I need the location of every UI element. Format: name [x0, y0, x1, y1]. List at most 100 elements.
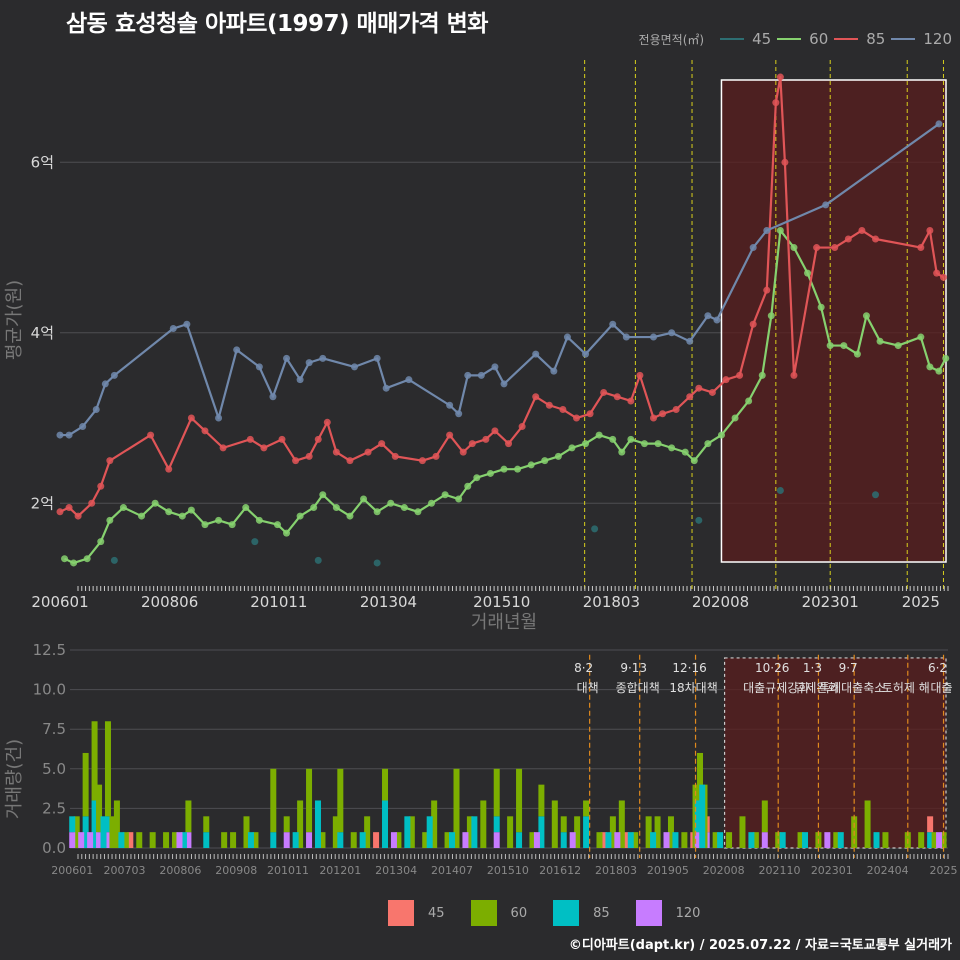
data-point-85 — [74, 512, 82, 520]
volume-bar-120 — [176, 832, 183, 848]
data-point-60 — [228, 521, 236, 529]
data-point-60 — [541, 457, 549, 465]
data-point-60 — [346, 512, 354, 520]
footer-credit: ©디아파트(dapt.kr) / 2025.07.22 / 자료=국토교통부 실… — [568, 938, 952, 953]
volume-bar-85 — [717, 832, 724, 848]
volume-legend-item-120: 120 — [635, 900, 700, 926]
volume-bar-60 — [431, 800, 438, 848]
policy-date-label: 1·3 — [803, 661, 822, 675]
volume-bar-60 — [574, 816, 581, 848]
data-point-85 — [636, 371, 644, 379]
data-point-85 — [106, 457, 114, 465]
data-point-85 — [391, 452, 399, 460]
data-point-60 — [917, 333, 925, 341]
data-point-85 — [482, 435, 490, 443]
volume-bar-120 — [185, 832, 192, 848]
data-point-85 — [600, 388, 608, 396]
volume-bar-60 — [73, 816, 80, 848]
volume-bar-60 — [306, 768, 313, 833]
y-axis-title: 평균가(원) — [4, 280, 25, 360]
data-point-85 — [872, 235, 880, 243]
legend-item-120: 120 — [891, 30, 952, 48]
data-point-85 — [933, 269, 941, 277]
data-point-60 — [500, 465, 508, 473]
data-point-85 — [559, 406, 567, 414]
data-point-85 — [545, 401, 553, 409]
volume-bar-60 — [185, 800, 192, 833]
volume-bar-60 — [583, 800, 590, 817]
data-point-85 — [518, 423, 526, 431]
data-point-60 — [310, 504, 318, 512]
policy-text-label: 대출규제강화 — [743, 681, 809, 695]
data-point-85 — [672, 406, 680, 414]
data-point-85 — [736, 371, 744, 379]
volume-legend: 45 60 85 120 — [388, 900, 726, 926]
volume-x-tick-label: 200806 — [159, 864, 201, 877]
top-legend: 전용면적(㎡) 45 60 85 120 — [639, 30, 952, 48]
volume-bar-85 — [449, 832, 456, 848]
volume-bar-85 — [471, 816, 478, 848]
data-point-120 — [749, 244, 757, 252]
volume-bar-60 — [444, 832, 451, 848]
data-point-45 — [314, 556, 322, 564]
data-point-120 — [296, 376, 304, 384]
volume-legend-swatch-60 — [470, 900, 497, 926]
data-point-85 — [686, 393, 694, 401]
volume-x-tick-label: 201803 — [595, 864, 637, 877]
data-point-45 — [251, 538, 259, 546]
volume-bar-85 — [837, 832, 844, 848]
data-point-60 — [486, 469, 494, 477]
data-point-120 — [233, 346, 241, 354]
data-point-120 — [446, 401, 454, 409]
volume-bar-85 — [104, 816, 111, 833]
legend-label-45: 45 — [752, 30, 772, 48]
legend-item-45: 45 — [720, 30, 771, 48]
data-point-85 — [65, 504, 73, 512]
volume-bar-120 — [87, 832, 94, 848]
data-point-120 — [464, 371, 472, 379]
data-point-85 — [246, 435, 254, 443]
volume-bar-60 — [319, 832, 326, 848]
data-point-85 — [858, 226, 866, 234]
x-tick-label: 201803 — [583, 593, 640, 611]
data-point-120 — [255, 363, 263, 371]
volume-bar-85 — [69, 816, 76, 833]
data-point-85 — [468, 440, 476, 448]
legend-label-60: 60 — [809, 30, 829, 48]
volume-bar-85 — [493, 816, 500, 833]
x-tick-label: 2025 — [902, 593, 940, 611]
data-point-60 — [296, 512, 304, 520]
data-point-60 — [138, 512, 146, 520]
volume-bar-85 — [560, 832, 567, 848]
volume-legend-item-60: 60 — [470, 900, 527, 926]
volume-bar-60 — [422, 832, 429, 848]
volume-bar-120 — [69, 832, 76, 848]
data-point-60 — [654, 440, 662, 448]
data-point-60 — [745, 397, 753, 405]
data-point-60 — [717, 431, 725, 439]
volume-bar-120 — [614, 832, 621, 848]
data-point-85 — [364, 448, 372, 456]
data-point-85 — [772, 99, 780, 107]
data-point-60 — [618, 448, 626, 456]
data-point-60 — [106, 516, 114, 524]
volume-bar-85 — [203, 832, 210, 848]
data-point-120 — [169, 325, 177, 333]
volume-bar-85 — [382, 800, 389, 848]
volume-y-tick-label: 12.5 — [33, 641, 66, 659]
volume-legend-swatch-85 — [553, 900, 580, 926]
volume-legend-swatch-120 — [635, 900, 662, 926]
volume-x-tick-label: 201201 — [319, 864, 361, 877]
policy-date-label: 6·2 — [928, 661, 947, 675]
legend-item-60: 60 — [777, 30, 828, 48]
data-point-60 — [690, 457, 698, 465]
data-point-60 — [942, 354, 950, 362]
volume-bar-60 — [931, 832, 938, 848]
data-point-60 — [201, 521, 209, 529]
volume-bar-60 — [270, 768, 277, 833]
data-point-85 — [926, 226, 934, 234]
volume-bar-45 — [927, 816, 934, 833]
data-point-85 — [56, 508, 64, 516]
volume-bar-60 — [91, 721, 98, 801]
volume-bar-85 — [247, 832, 254, 848]
